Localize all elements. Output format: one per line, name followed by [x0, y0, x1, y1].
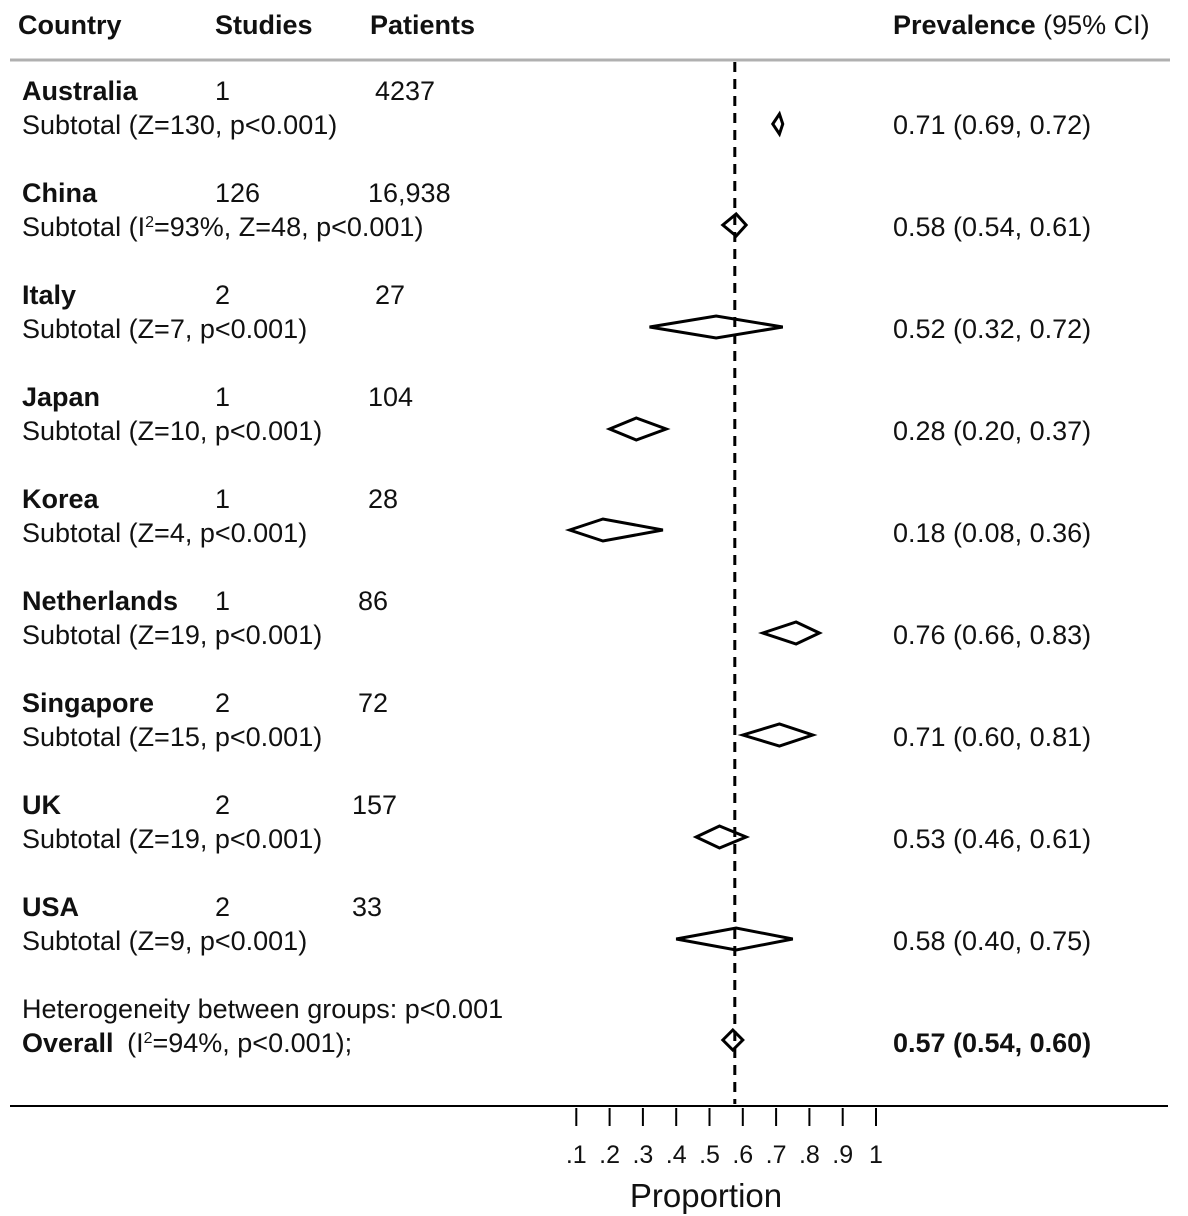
superscript-two: 2	[143, 1030, 153, 1047]
country-name: USA	[22, 892, 80, 922]
diamond-markers	[564, 110, 823, 1053]
x-tick-label: .4	[666, 1141, 687, 1169]
patients-count: 28	[368, 484, 399, 514]
prevalence-estimate: 0.18 (0.08, 0.36)	[893, 518, 1092, 548]
studies-count: 2	[215, 688, 231, 718]
header-ci-label: (95% CI)	[1043, 10, 1150, 40]
studies-count: 126	[215, 178, 261, 208]
heterogeneity-note: Heterogeneity between groups: p<0.001	[22, 994, 504, 1024]
studies-count: 1	[215, 586, 231, 616]
subtotal-stats: Subtotal (Z=19, p<0.001)	[22, 824, 323, 854]
studies-count: 1	[215, 382, 231, 412]
patients-count: 86	[358, 586, 389, 616]
overall-stats: (I2=94%, p<0.001);	[127, 1028, 352, 1058]
diamond-netherlands	[757, 620, 823, 646]
patients-count: 72	[358, 688, 389, 718]
country-name: UK	[22, 790, 61, 820]
subtotal-stats: Subtotal (Z=130, p<0.001)	[22, 110, 338, 140]
prevalence-estimate: 0.52 (0.32, 0.72)	[893, 314, 1092, 344]
patients-count: 104	[368, 382, 414, 412]
x-tick-label: 1	[869, 1141, 883, 1169]
x-tick-label: .8	[799, 1141, 820, 1169]
x-tick-label: .9	[832, 1141, 853, 1169]
patients-count: 27	[375, 280, 406, 310]
header-prevalence-label: Prevalence	[893, 10, 1036, 40]
country-name: Netherlands	[22, 586, 179, 616]
subtotal-stats: Subtotal (Z=19, p<0.001)	[22, 620, 323, 650]
diamond-italy	[649, 314, 784, 340]
header-prevalence: Prevalence (95% CI)	[893, 12, 1150, 39]
overall-row: Overall (I2=94%, p<0.001);	[22, 1030, 352, 1057]
prevalence-estimate: 0.58 (0.40, 0.75)	[893, 926, 1092, 956]
overall-estimate: 0.57 (0.54, 0.60)	[893, 1028, 1092, 1058]
patients-count: 33	[352, 892, 383, 922]
prevalence-estimate: 0.76 (0.66, 0.83)	[893, 620, 1092, 650]
superscript-two: 2	[145, 214, 154, 231]
country-name: Japan	[22, 382, 101, 412]
studies-count: 1	[215, 76, 231, 106]
country-name: Korea	[22, 484, 99, 514]
patients-count: 4237	[375, 76, 436, 106]
subtotal-stats: Subtotal (Z=4, p<0.001)	[22, 518, 308, 548]
subtotal-stats: Subtotal (Z=15, p<0.001)	[22, 722, 323, 752]
diamond-uk	[692, 824, 751, 850]
subtotal-stats: Subtotal (Z=9, p<0.001)	[22, 926, 308, 956]
prevalence-estimate: 0.53 (0.46, 0.61)	[893, 824, 1092, 854]
prevalence-estimate: 0.58 (0.54, 0.61)	[893, 212, 1092, 242]
studies-count: 1	[215, 484, 231, 514]
prevalence-estimate: 0.28 (0.20, 0.37)	[893, 416, 1092, 446]
country-name: Singapore	[22, 688, 155, 718]
x-axis-ticks: .1 .2 .3 .4 .5 .6 .7 .8 .9 1	[566, 1108, 883, 1169]
x-tick-label: .6	[732, 1141, 753, 1169]
country-name: Italy	[22, 280, 77, 310]
overall-stats-pre: (I	[127, 1028, 144, 1058]
header-studies: Studies	[215, 10, 313, 40]
diamond-overall	[720, 1027, 745, 1053]
diamond-singapore	[737, 722, 818, 748]
studies-count: 2	[215, 280, 231, 310]
patients-count: 157	[352, 790, 398, 820]
country-name: China	[22, 178, 98, 208]
diamond-australia	[770, 110, 785, 138]
x-axis-label: Proportion	[630, 1177, 782, 1214]
subtotal-stats: Subtotal (I2=93%, Z=48, p<0.001)	[22, 214, 423, 241]
header-country: Country	[18, 10, 122, 40]
x-tick-label: .3	[632, 1141, 653, 1169]
header-patients: Patients	[370, 10, 476, 40]
diamond-korea	[564, 517, 664, 543]
prevalence-estimate: 0.71 (0.60, 0.81)	[893, 722, 1092, 752]
subtotal-stats-pre: Subtotal (I	[22, 212, 146, 242]
subtotal-stats: Subtotal (Z=10, p<0.001)	[22, 416, 323, 446]
overall-stats-post: =94%, p<0.001);	[152, 1028, 353, 1058]
x-tick-label: .7	[766, 1141, 787, 1169]
country-name: Australia	[22, 76, 138, 106]
x-tick-label: .2	[599, 1141, 620, 1169]
patients-count: 16,938	[368, 178, 451, 208]
studies-count: 2	[215, 790, 231, 820]
subtotal-stats-post: =93%, Z=48, p<0.001)	[153, 212, 424, 242]
prevalence-estimate: 0.71 (0.69, 0.72)	[893, 110, 1092, 140]
diamond-japan	[605, 416, 671, 442]
overall-label: Overall	[22, 1028, 114, 1058]
x-tick-label: .1	[566, 1141, 587, 1169]
subtotal-stats: Subtotal (Z=7, p<0.001)	[22, 314, 308, 344]
x-tick-label: .5	[699, 1141, 720, 1169]
studies-count: 2	[215, 892, 231, 922]
